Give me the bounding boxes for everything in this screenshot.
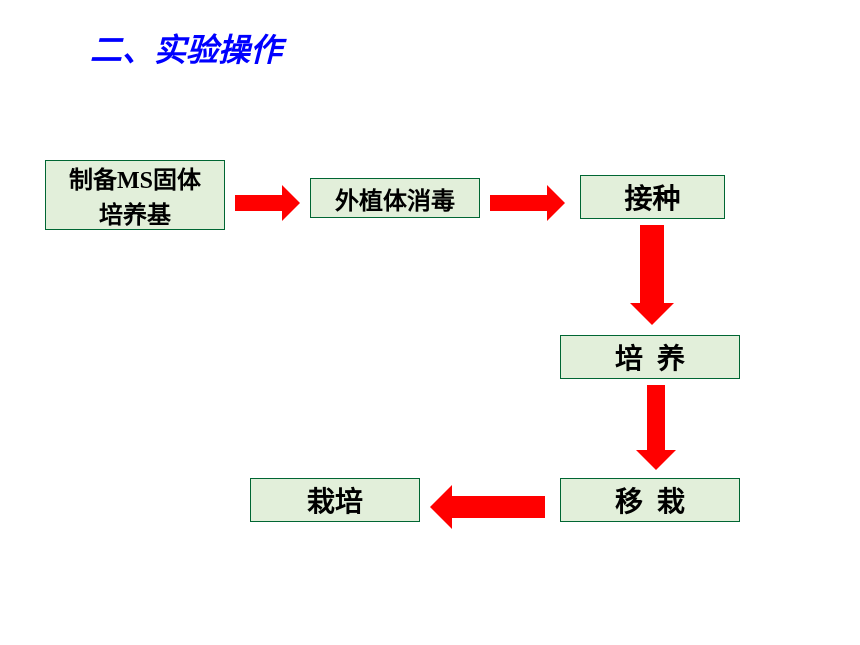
arrow-5 xyxy=(430,485,545,529)
box-inoculate: 接种 xyxy=(580,175,725,219)
arrow-4 xyxy=(636,385,676,470)
box-explant-sterilize: 外植体消毒 xyxy=(310,178,480,218)
page-title: 二、实验操作 xyxy=(90,25,282,71)
box-ms-medium: 制备MS固体 培养基 xyxy=(45,160,225,230)
box-cultivate: 栽培 xyxy=(250,478,420,522)
box-transplant: 移 栽 xyxy=(560,478,740,522)
box-culture: 培 养 xyxy=(560,335,740,379)
arrow-1 xyxy=(235,185,300,221)
arrow-3 xyxy=(630,225,674,325)
arrow-2 xyxy=(490,185,565,221)
